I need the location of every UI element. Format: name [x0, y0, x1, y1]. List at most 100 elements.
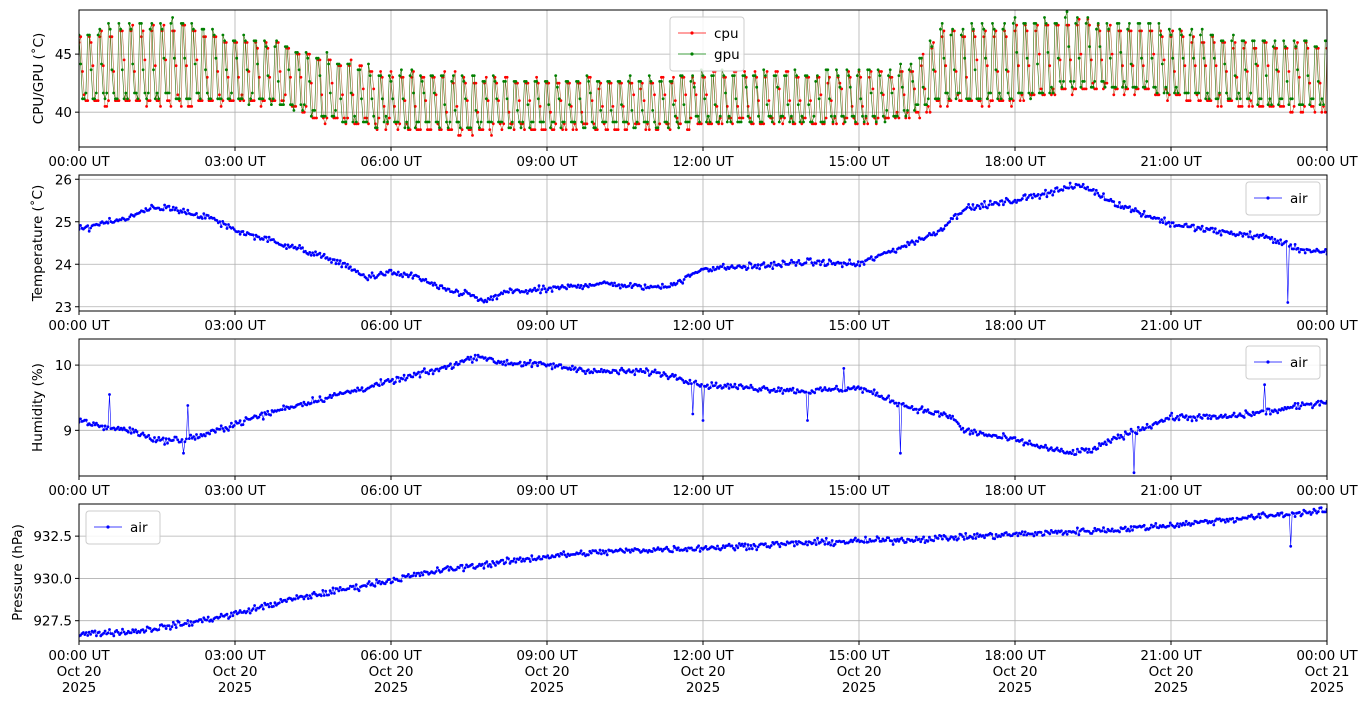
data-point	[493, 80, 497, 83]
data-point	[1249, 91, 1253, 95]
data-point	[283, 408, 287, 411]
data-point	[1097, 442, 1101, 445]
data-point	[573, 120, 577, 124]
data-point	[393, 105, 396, 108]
data-point	[1275, 68, 1279, 72]
data-point	[457, 362, 461, 366]
data-point	[1308, 510, 1311, 514]
data-point	[740, 384, 744, 388]
data-point	[121, 627, 124, 631]
data-point	[495, 361, 499, 365]
data-point	[939, 27, 942, 31]
data-point	[1098, 45, 1102, 48]
data-point	[530, 554, 534, 558]
data-point	[646, 369, 650, 372]
data-point	[330, 396, 333, 399]
data-point	[902, 109, 906, 112]
data-point	[1042, 445, 1046, 449]
data-point	[681, 378, 685, 382]
data-point	[454, 361, 458, 364]
data-point	[443, 103, 447, 106]
data-point	[163, 203, 167, 207]
data-point	[1228, 97, 1232, 101]
data-point	[857, 68, 861, 72]
data-point	[131, 628, 135, 632]
data-point	[703, 75, 707, 79]
data-point	[1036, 193, 1040, 196]
data-point	[827, 541, 831, 544]
data-point	[144, 629, 148, 633]
data-point	[916, 411, 920, 415]
data-point	[370, 70, 374, 73]
data-point	[294, 105, 298, 108]
data-point	[247, 607, 251, 611]
data-point	[1013, 436, 1017, 439]
data-point	[721, 544, 725, 547]
legend-label: air	[130, 520, 148, 536]
data-point	[328, 257, 332, 261]
data-point	[983, 536, 986, 540]
data-point	[523, 128, 526, 132]
data-point	[1173, 418, 1176, 422]
data-point	[1160, 62, 1164, 66]
data-point	[132, 430, 136, 434]
data-point	[436, 566, 439, 569]
data-point	[861, 260, 864, 264]
data-point	[1044, 443, 1047, 447]
data-point	[1225, 91, 1228, 95]
data-point	[450, 128, 454, 132]
data-point	[1155, 91, 1159, 95]
data-point	[1022, 533, 1026, 537]
data-point	[511, 559, 515, 563]
data-point	[267, 605, 271, 609]
data-point	[1052, 190, 1056, 194]
data-point	[1074, 453, 1078, 456]
data-point	[1112, 93, 1116, 97]
data-point	[333, 258, 336, 262]
data-point	[261, 97, 265, 101]
data-point	[793, 122, 797, 126]
data-point	[152, 68, 155, 72]
data-point	[1121, 64, 1124, 68]
data-point	[211, 27, 214, 31]
data-point	[366, 278, 370, 282]
data-point	[318, 74, 322, 77]
data-point	[1126, 527, 1130, 531]
data-point	[180, 438, 184, 441]
data-point	[134, 91, 138, 95]
data-point	[647, 128, 651, 132]
data-point	[839, 261, 843, 265]
data-point	[308, 80, 311, 83]
data-point	[438, 126, 441, 130]
data-point	[920, 537, 924, 541]
data-point	[614, 369, 618, 372]
data-point	[794, 540, 798, 543]
data-point	[129, 631, 133, 635]
data-series	[79, 353, 1327, 475]
data-point	[795, 388, 799, 391]
data-point	[286, 243, 290, 247]
data-point	[1316, 46, 1320, 50]
series-markers-air	[79, 506, 1327, 638]
data-point	[1320, 110, 1324, 114]
data-point	[840, 389, 844, 393]
data-point	[691, 412, 695, 416]
y-tick-label: 24	[55, 257, 72, 273]
data-point	[1051, 193, 1055, 197]
data-point	[733, 548, 737, 552]
data-point	[1022, 443, 1026, 447]
legend-item-air: air	[94, 520, 148, 536]
data-point	[225, 227, 229, 230]
data-point	[1058, 80, 1062, 83]
data-point	[507, 557, 510, 561]
data-point	[354, 583, 358, 586]
x-tick-label: 09:00 UT Oct 20 2025	[516, 648, 578, 696]
data-point	[621, 105, 625, 108]
data-point	[1293, 515, 1297, 518]
data-point	[928, 110, 932, 114]
data-point	[720, 546, 724, 550]
data-point	[1128, 205, 1131, 209]
data-point	[1128, 529, 1131, 533]
data-point	[437, 287, 441, 291]
data-point	[1050, 85, 1053, 89]
